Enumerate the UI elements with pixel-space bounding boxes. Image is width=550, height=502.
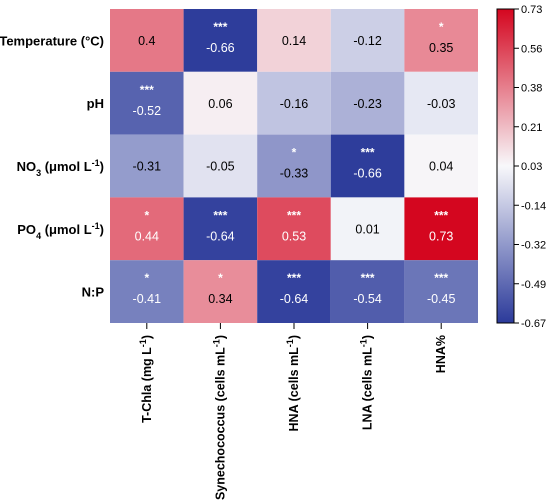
column-label: HNA% bbox=[434, 335, 448, 373]
cell-value-label: -0.16 bbox=[280, 97, 309, 111]
heatmap-cell bbox=[404, 9, 478, 72]
heatmap-cell bbox=[110, 134, 184, 198]
heatmap-cell bbox=[404, 134, 478, 198]
significance-marker: *** bbox=[434, 208, 448, 222]
significance-marker: * bbox=[144, 208, 149, 222]
colorbar-tick-label: 0.73 bbox=[521, 4, 542, 16]
heatmap-cell bbox=[330, 134, 405, 198]
cell-value-label: 0.04 bbox=[429, 160, 453, 174]
heatmap-cell bbox=[257, 71, 331, 135]
column-label: HNA (cells mL-1) bbox=[285, 335, 301, 431]
row-label: PO4 (μmol L-1) bbox=[17, 221, 104, 241]
heatmap-cell bbox=[330, 71, 405, 135]
cell-value-label: 0.06 bbox=[208, 97, 232, 111]
cell-value-label: -0.66 bbox=[206, 41, 235, 55]
heatmap-cell bbox=[404, 260, 478, 323]
cell-value-label: 0.4 bbox=[138, 34, 155, 48]
cell-value-label: 0.73 bbox=[429, 229, 453, 243]
cell-value-label: 0.53 bbox=[282, 229, 306, 243]
cell-value-label: -0.05 bbox=[206, 160, 235, 174]
heatmap-cell bbox=[257, 260, 331, 323]
heatmap-cell bbox=[404, 71, 478, 135]
cell-value-label: -0.12 bbox=[353, 34, 382, 48]
cell-value-label: -0.54 bbox=[353, 292, 382, 306]
heatmap-cell bbox=[330, 260, 405, 323]
heatmap-cell bbox=[110, 260, 184, 323]
significance-marker: * bbox=[439, 20, 444, 34]
heatmap-cell bbox=[183, 197, 258, 261]
heatmap-cell bbox=[330, 197, 405, 261]
cell-value-label: -0.64 bbox=[280, 292, 309, 306]
colorbar-legend: 0.73 0.56 0.38 0.21 0.03 -0.14 -0.32 -0.49 -0.67 bbox=[496, 4, 546, 330]
colorbar-gradient bbox=[496, 8, 515, 324]
heatmap-cell bbox=[257, 134, 331, 198]
cell-value-label: -0.64 bbox=[206, 229, 235, 243]
row-label: Temperature (°C) bbox=[0, 33, 104, 48]
heatmap-cell bbox=[330, 9, 405, 72]
cell-value-label: 0.14 bbox=[282, 34, 306, 48]
significance-marker: * bbox=[218, 271, 223, 285]
heatmap-cell bbox=[110, 197, 184, 261]
heatmap-cell bbox=[110, 9, 184, 72]
row-label: pH bbox=[87, 96, 104, 111]
cell-value-label: -0.41 bbox=[133, 292, 162, 306]
significance-marker: * bbox=[292, 146, 297, 160]
cell-value-label: 0.35 bbox=[429, 41, 453, 55]
row-label: NO3 (μmol L-1) bbox=[17, 158, 104, 178]
heatmap-cell bbox=[404, 197, 478, 261]
column-label: LNA (cells mL-1) bbox=[359, 335, 375, 430]
heatmap-cell bbox=[257, 9, 331, 72]
cell-value-label: 0.34 bbox=[208, 292, 232, 306]
significance-marker: *** bbox=[213, 20, 227, 34]
column-label: T-Chla (mg L-1) bbox=[138, 335, 154, 423]
column-label: Synechococcus (cells mL-1) bbox=[211, 335, 227, 500]
colorbar-tick-label: 0.21 bbox=[521, 122, 542, 134]
significance-marker: *** bbox=[287, 271, 301, 285]
significance-marker: *** bbox=[361, 146, 375, 160]
colorbar-tick-label: 0.03 bbox=[521, 161, 542, 173]
colorbar-tick-label: 0.38 bbox=[521, 83, 542, 95]
cell-value-label: -0.31 bbox=[133, 160, 162, 174]
significance-marker: *** bbox=[361, 271, 375, 285]
cell-value-label: -0.66 bbox=[353, 167, 382, 181]
cell-value-label: -0.52 bbox=[133, 104, 162, 118]
cell-value-label: -0.33 bbox=[280, 167, 309, 181]
significance-marker: *** bbox=[434, 271, 448, 285]
colorbar-tick-label: -0.67 bbox=[521, 318, 546, 330]
colorbar-tick-label: -0.14 bbox=[521, 200, 546, 212]
cell-value-label: -0.45 bbox=[427, 292, 456, 306]
heatmap-cells: 0.4 -0.66***0.14 -0.12 0.35*-0.52***0.06 -0.… bbox=[110, 9, 478, 323]
significance-marker: *** bbox=[287, 208, 301, 222]
colorbar-tick-label: -0.32 bbox=[521, 240, 546, 252]
heatmap-cell bbox=[183, 134, 258, 198]
column-labels: T-Chla (mg L-1) Synechococcus (cells mL-1… bbox=[138, 323, 448, 500]
heatmap-cell bbox=[183, 71, 258, 135]
significance-marker: * bbox=[144, 271, 149, 285]
colorbar-tick-label: 0.56 bbox=[521, 43, 542, 55]
cell-value-label: -0.03 bbox=[427, 97, 456, 111]
cell-value-label: 0.01 bbox=[355, 222, 379, 236]
significance-marker: *** bbox=[213, 208, 227, 222]
heatmap-cell bbox=[257, 197, 331, 261]
colorbar-tick-label: -0.49 bbox=[521, 279, 546, 291]
heatmap-cell bbox=[183, 260, 258, 323]
cell-value-label: -0.23 bbox=[353, 97, 382, 111]
row-label: N:P bbox=[82, 285, 105, 300]
heatmap-cell bbox=[183, 9, 258, 72]
cell-value-label: 0.44 bbox=[135, 229, 159, 243]
heatmap-cell bbox=[110, 71, 184, 135]
row-labels: Temperature (°C) pH NO3 (μmol L-1) PO4 (μmo… bbox=[0, 33, 104, 299]
significance-marker: *** bbox=[140, 83, 154, 97]
